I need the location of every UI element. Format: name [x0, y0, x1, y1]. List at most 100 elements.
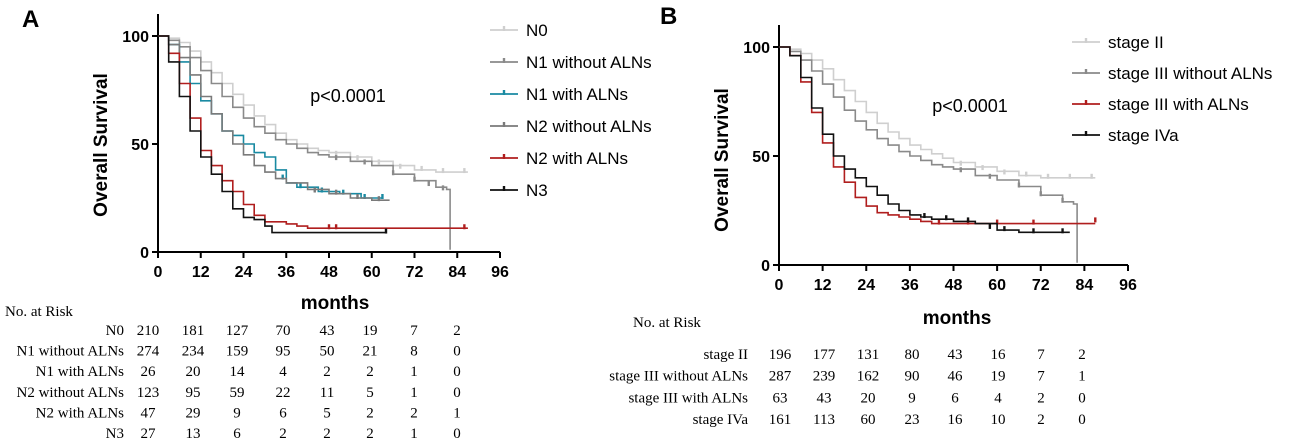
risk-table-row: stage IVa 161 113 60 23 16 10 2 0	[693, 412, 1086, 428]
x-tick-label: 48	[320, 264, 338, 281]
panel-b: 0 12 24 36 48 60 72 84 96 0 50 100 months Overall Sur…	[660, 3, 1272, 329]
risk-cell: 21	[363, 344, 378, 360]
risk-cell: 2	[453, 323, 461, 339]
risk-cell: 59	[230, 385, 245, 401]
x-tick-label: 24	[857, 277, 875, 294]
risk-cell: 22	[276, 385, 291, 401]
series-n1-with-alns-line	[158, 35, 383, 199]
risk-cell: 70	[276, 323, 291, 339]
series-stage-iii-without-alns-line	[779, 46, 1078, 263]
x-tick-label: 72	[406, 264, 424, 281]
series-n3-line	[158, 35, 386, 234]
risk-cell: 6	[951, 390, 959, 406]
risk-cell: 177	[813, 347, 836, 363]
risk-cell: 5	[323, 405, 331, 421]
risk-row-label: N0	[106, 323, 124, 339]
risk-cell: 11	[320, 385, 334, 401]
y-tick-label: 100	[743, 40, 770, 57]
risk-cell: 0	[1078, 412, 1086, 428]
y-tick-label: 0	[761, 258, 770, 275]
risk-cell: 210	[137, 323, 160, 339]
risk-cell: 0	[453, 385, 461, 401]
risk-cell: 2	[366, 405, 374, 421]
risk-cell: 4	[279, 364, 287, 380]
risk-cell: 2	[410, 405, 418, 421]
risk-row-label: stage III without ALNs	[609, 369, 748, 385]
panel-label: A	[22, 6, 39, 33]
x-axis-label: months	[923, 308, 992, 329]
risk-cell: 60	[861, 412, 876, 428]
risk-cell: 181	[182, 323, 205, 339]
risk-cell: 4	[994, 390, 1002, 406]
risk-cell: 13	[186, 426, 201, 442]
risk-cell: 27	[141, 426, 157, 442]
risk-cell: 95	[276, 344, 291, 360]
risk-cell: 5	[366, 385, 374, 401]
x-tick-label: 96	[1119, 277, 1137, 294]
p-value-annotation: p<0.0001	[932, 96, 1008, 116]
risk-cell: 127	[226, 323, 249, 339]
x-tick-label: 12	[192, 264, 210, 281]
x-tick-label: 36	[901, 277, 919, 294]
series-stage-iii-with-alns-line	[779, 46, 1096, 225]
risk-cell: 50	[320, 344, 335, 360]
risk-cell: 2	[366, 426, 374, 442]
legend-stage-iii-with-alns-label: stage III with ALNs	[1108, 95, 1249, 114]
risk-cell: 9	[233, 405, 241, 421]
risk-cell: 1	[453, 405, 461, 421]
risk-cell: 43	[948, 347, 963, 363]
risk-cell: 159	[226, 344, 249, 360]
risk-cell: 123	[137, 385, 160, 401]
panel-label: B	[660, 3, 677, 30]
legend-stage-ii-label: stage II	[1108, 33, 1164, 52]
risk-cell: 8	[410, 344, 418, 360]
risk-cell: 46	[948, 369, 964, 385]
risk-table-row: stage III without ALNs 287 239 162 90 46 19 7 1	[609, 369, 1085, 385]
risk-cell: 1	[410, 385, 418, 401]
risk-row-label: stage II	[703, 347, 748, 363]
risk-cell: 0	[1078, 390, 1086, 406]
risk-table-row: N1 without ALNs 274 234 159 95 50 21 8 0	[16, 344, 460, 360]
risk-cell: 90	[905, 369, 920, 385]
risk-cell: 1	[410, 426, 418, 442]
risk-cell: 2	[366, 364, 374, 380]
legend-stage-iva-label: stage IVa	[1108, 126, 1179, 145]
series-stage-iva-line	[779, 46, 1070, 234]
legend-n1-with-alns-label: N1 with ALNs	[526, 85, 628, 104]
x-tick-label: 0	[775, 277, 784, 294]
risk-cell: 287	[769, 369, 792, 385]
y-axis-label: Overall Survival	[91, 73, 112, 217]
risk-cell: 7	[410, 323, 418, 339]
risk-cell: 239	[813, 369, 836, 385]
risk-cell: 95	[186, 385, 201, 401]
x-axis-label: months	[301, 293, 370, 314]
risk-cell: 2	[323, 364, 331, 380]
legend-stage-iii-without-alns-label: stage III without ALNs	[1108, 64, 1272, 83]
x-tick-label: 60	[363, 264, 381, 281]
risk-cell: 29	[186, 405, 201, 421]
risk-row-label: N2 with ALNs	[36, 405, 125, 421]
risk-table-row: N2 without ALNs 123 95 59 22 11 5 1 0	[16, 385, 460, 401]
series-n2-without-alns-line	[158, 35, 390, 201]
x-tick-label: 0	[154, 264, 163, 281]
y-tick-label: 50	[752, 149, 770, 166]
risk-cell: 16	[948, 412, 964, 428]
risk-cell: 7	[1037, 347, 1045, 363]
risk-cell: 161	[769, 412, 792, 428]
risk-cell: 20	[861, 390, 876, 406]
y-axis-label: Overall Survival	[712, 88, 733, 232]
risk-cell: 2	[1078, 347, 1086, 363]
risk-cell: 26	[141, 364, 157, 380]
x-tick-label: 12	[814, 277, 832, 294]
series-n1-without-alns-line	[158, 35, 451, 250]
risk-cell: 131	[857, 347, 880, 363]
legend-n3-label: N3	[526, 181, 548, 200]
x-tick-label: 60	[988, 277, 1006, 294]
risk-cell: 6	[233, 426, 241, 442]
risk-cell: 1	[1078, 369, 1086, 385]
risk-table-row: N1 with ALNs 26 20 14 4 2 2 1 0	[36, 364, 461, 380]
risk-cell: 9	[908, 390, 916, 406]
panel-a: 0 12 24 36 48 60 72 84 96 0 50 100 months Overall Sur…	[22, 6, 652, 314]
risk-table-row: N3 27 13 6 2 2 2 1 0	[106, 426, 461, 442]
